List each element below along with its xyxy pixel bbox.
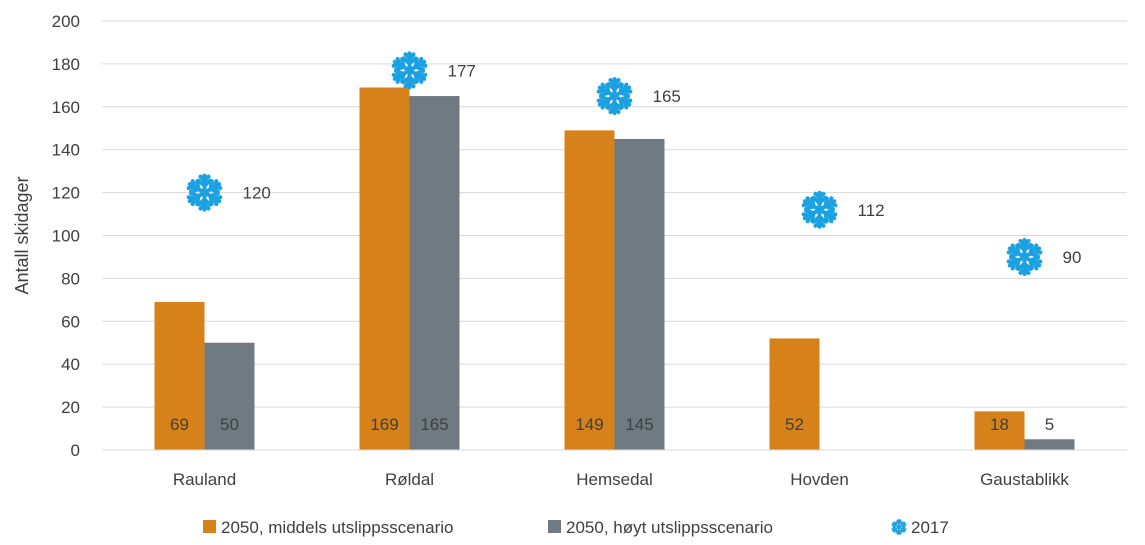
- y-axis-title: Antall skidager: [12, 176, 32, 294]
- bar-røldal-series-2: [409, 96, 460, 450]
- legend-label: 2017: [911, 518, 949, 537]
- legend-swatch: [203, 520, 216, 533]
- bar-gaustablikk-series-2: [1024, 439, 1075, 450]
- marker-value-label: 165: [653, 87, 681, 106]
- bar-hemsedal-series-2: [614, 138, 665, 450]
- bar-hovden-series-1: [769, 338, 820, 450]
- y-tick-label: 100: [52, 227, 80, 246]
- y-tick-label: 140: [52, 141, 80, 160]
- legend-label: 2050, høyt utslippsscenario: [566, 518, 773, 537]
- legend-swatch: [548, 520, 561, 533]
- bar-gaustablikk-series-1: [974, 411, 1025, 450]
- snowflake-icon: [594, 77, 635, 116]
- y-tick-label: 80: [61, 269, 80, 288]
- marker-value-label: 112: [858, 201, 885, 220]
- y-tick-label: 20: [61, 398, 80, 417]
- bar-value-label: 165: [420, 415, 448, 434]
- x-category-label: Hemsedal: [576, 470, 653, 489]
- y-tick-label: 0: [71, 441, 80, 460]
- snowflake-icon: [890, 519, 908, 535]
- x-category-label: Hovden: [790, 470, 849, 489]
- marker-value-label: 120: [243, 184, 271, 203]
- snowflake-icon: [389, 51, 430, 90]
- snowflake-icon: [184, 173, 225, 212]
- bar-value-label: 145: [625, 415, 653, 434]
- x-category-label: Rauland: [173, 470, 236, 489]
- snowflake-icon: [1004, 237, 1045, 276]
- bar-value-label: 149: [575, 415, 603, 434]
- bar-røldal-series-1: [359, 87, 410, 451]
- marker-value-label: 177: [448, 61, 476, 80]
- marker-value-label: 90: [1063, 248, 1082, 267]
- y-tick-label: 120: [52, 184, 80, 203]
- legend-item: 2017: [890, 518, 949, 537]
- bar-rauland-series-1: [154, 301, 205, 450]
- y-tick-label: 40: [61, 355, 80, 374]
- x-category-label: Røldal: [385, 470, 434, 489]
- snowflake-icon: [799, 190, 840, 229]
- x-category-label: Gaustablikk: [980, 470, 1069, 489]
- bar-value-label: 52: [785, 415, 804, 434]
- bar-value-label: 50: [220, 415, 239, 434]
- bar-hemsedal-series-1: [564, 130, 615, 450]
- y-tick-label: 60: [61, 312, 80, 331]
- bar-rauland-series-2: [204, 342, 255, 450]
- bar-value-label: 169: [370, 415, 398, 434]
- y-tick-label: 160: [52, 98, 80, 117]
- bar-value-label: 69: [170, 415, 189, 434]
- legend-item: 2050, middels utslippsscenario: [203, 518, 453, 537]
- legend-label: 2050, middels utslippsscenario: [221, 518, 453, 537]
- legend-item: 2050, høyt utslippsscenario: [548, 518, 773, 537]
- bar-value-label: 5: [1045, 415, 1054, 434]
- y-tick-label: 200: [52, 12, 80, 31]
- y-tick-label: 180: [52, 55, 80, 74]
- bar-value-label: 18: [990, 415, 1009, 434]
